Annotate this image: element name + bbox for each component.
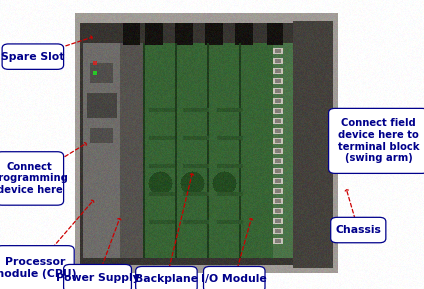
FancyBboxPatch shape xyxy=(64,264,131,289)
Text: Chassis: Chassis xyxy=(335,225,381,235)
Text: Processor
module (CPU): Processor module (CPU) xyxy=(0,257,77,279)
Text: Connect
programming
device here: Connect programming device here xyxy=(0,162,68,195)
Text: Backplane: Backplane xyxy=(135,274,198,284)
Text: Power Supply: Power Supply xyxy=(56,273,139,283)
FancyBboxPatch shape xyxy=(0,246,74,289)
Text: Connect field
device here to
terminal block
(swing arm): Connect field device here to terminal bl… xyxy=(338,118,419,163)
FancyBboxPatch shape xyxy=(0,152,64,205)
FancyBboxPatch shape xyxy=(2,44,64,69)
FancyBboxPatch shape xyxy=(329,108,424,173)
FancyBboxPatch shape xyxy=(331,217,386,243)
Text: I/O Module: I/O Module xyxy=(201,274,267,284)
Text: Spare Slot: Spare Slot xyxy=(1,52,64,62)
FancyBboxPatch shape xyxy=(204,266,265,289)
FancyBboxPatch shape xyxy=(136,266,197,289)
